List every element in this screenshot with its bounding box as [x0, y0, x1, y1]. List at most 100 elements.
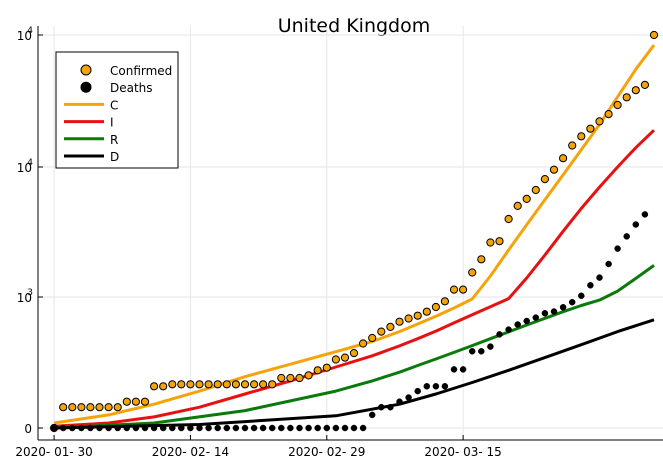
confirmed-point — [577, 132, 586, 141]
confirmed-point — [395, 317, 404, 326]
legend-label: R — [110, 133, 118, 147]
deaths-point — [69, 424, 76, 432]
deaths-point — [559, 304, 567, 311]
deaths-point — [587, 282, 594, 289]
confirmed-point — [513, 201, 522, 210]
series-line-d — [54, 318, 655, 430]
deaths-point — [241, 424, 249, 432]
confirmed-point — [495, 237, 504, 246]
confirmed-point — [459, 285, 468, 294]
confirmed-point — [368, 333, 377, 343]
deaths-point — [268, 424, 276, 432]
confirmed-point — [122, 397, 131, 406]
deaths-point — [423, 383, 431, 390]
deaths-point — [478, 348, 485, 355]
confirmed-point — [231, 380, 240, 389]
legend-label: Deaths — [110, 81, 153, 95]
series-line-i — [54, 129, 656, 428]
deaths-point — [114, 424, 121, 432]
confirmed-point — [295, 373, 304, 383]
deaths-point — [178, 424, 185, 432]
deaths-point — [632, 221, 640, 228]
legend-box — [55, 51, 179, 169]
deaths-point — [96, 424, 103, 432]
confirmed-point — [559, 154, 568, 163]
deaths-point — [523, 317, 530, 325]
confirmed-point — [250, 380, 259, 389]
confirmed-point — [486, 238, 495, 247]
confirmed-point — [386, 322, 395, 331]
deaths-point — [150, 424, 158, 432]
confirmed-point — [604, 110, 613, 119]
confirmed-point — [131, 397, 140, 406]
confirmed-point — [159, 382, 168, 391]
confirmed-point — [586, 124, 595, 133]
confirmed-point — [404, 314, 413, 323]
deaths-point — [496, 331, 503, 338]
x-tick-label: 2020- 02- 14 — [152, 445, 229, 459]
legend-marker — [80, 81, 92, 93]
deaths-point — [296, 424, 303, 432]
deaths-point — [141, 424, 149, 432]
confirmed-point — [377, 327, 386, 336]
confirmed-point — [168, 380, 177, 389]
x-tick-label: 2020- 01- 30 — [15, 445, 92, 459]
confirmed-point — [522, 194, 531, 203]
confirmed-point — [331, 355, 340, 364]
confirmed-point — [431, 302, 440, 312]
deaths-point — [405, 394, 412, 401]
deaths-point — [468, 348, 476, 355]
x-tick-label: 2020- 03- 15 — [424, 445, 501, 459]
confirmed-point — [613, 100, 622, 110]
confirmed-point — [322, 363, 331, 372]
y-tick-exponent: 4 — [27, 26, 33, 36]
deaths-point — [350, 424, 358, 432]
deaths-point — [278, 424, 285, 432]
deaths-point — [187, 424, 194, 432]
confirmed-point — [213, 380, 222, 389]
deaths-point — [514, 321, 521, 328]
y-tick-label: 0 — [24, 422, 32, 436]
deaths-point — [259, 424, 267, 432]
confirmed-point — [186, 380, 195, 389]
deaths-point — [505, 326, 512, 333]
deaths-point — [623, 233, 630, 240]
legend-label: D — [110, 150, 119, 164]
deaths-point — [323, 424, 331, 432]
deaths-point — [132, 424, 140, 432]
deaths-point — [387, 403, 394, 411]
deaths-point — [550, 308, 558, 315]
y-tick-exponent: 3 — [27, 288, 33, 298]
legend-label: C — [110, 98, 118, 112]
y-tick-label: 10 — [17, 291, 32, 305]
confirmed-point — [286, 373, 295, 383]
confirmed-point — [95, 403, 104, 412]
confirmed-point — [359, 339, 368, 348]
deaths-point — [532, 314, 540, 321]
confirmed-point — [540, 175, 550, 184]
deaths-point — [596, 274, 603, 281]
confirmed-point — [259, 380, 268, 389]
confirmed-point — [240, 380, 250, 389]
deaths-point — [641, 211, 649, 218]
legend-label: I — [110, 116, 114, 130]
deaths-point — [314, 424, 321, 432]
confirmed-point — [468, 268, 477, 277]
deaths-point — [232, 424, 240, 432]
legend-marker — [80, 64, 92, 76]
confirmed-point — [595, 117, 604, 126]
confirmed-point — [86, 403, 95, 412]
legend-label: Confirmed — [110, 64, 172, 78]
confirmed-point — [204, 380, 213, 389]
series-points — [50, 30, 659, 433]
series-line-c — [53, 44, 656, 425]
y-tick-label: 10 — [17, 29, 32, 43]
confirmed-point — [531, 185, 540, 195]
confirmed-point — [195, 380, 204, 389]
deaths-point — [368, 411, 376, 419]
y-tick-label: 10 — [17, 161, 32, 175]
deaths-point — [396, 398, 403, 405]
confirmed-point — [640, 80, 650, 90]
